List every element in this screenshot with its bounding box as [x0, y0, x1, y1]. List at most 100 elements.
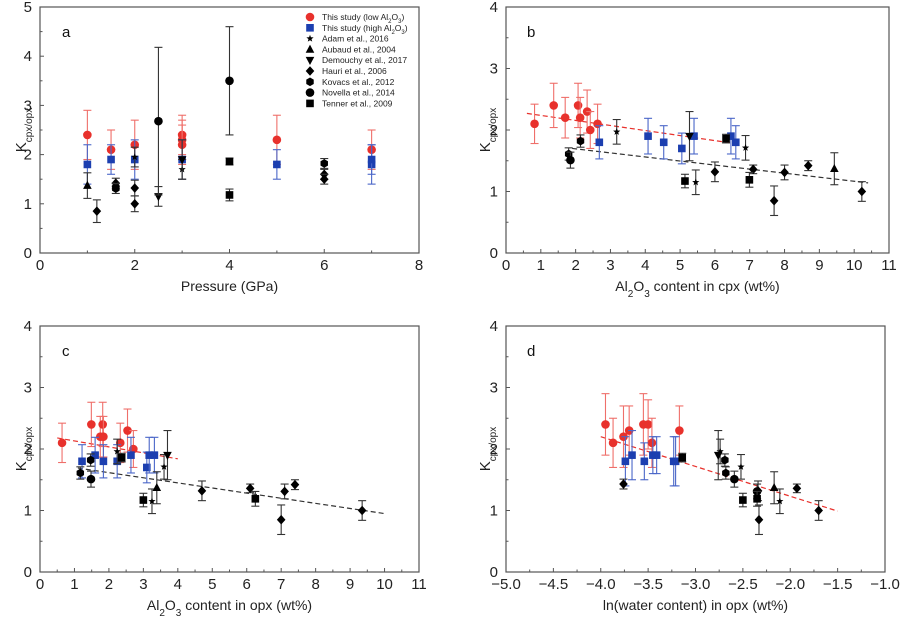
series-tenner-et-al-2009: [117, 452, 260, 508]
data-point: [601, 420, 610, 429]
legend-entry: Tenner et al., 2009: [322, 98, 393, 108]
trendline: [57, 437, 178, 460]
y-tick-label: 4: [24, 318, 32, 335]
data-point: [290, 479, 300, 490]
y-tick-label: 1: [490, 184, 498, 201]
series-novella-et-al-2014: [86, 470, 96, 488]
series-demouchy-et-al-2017: [713, 429, 723, 481]
data-point: [272, 135, 282, 145]
data-point: [560, 113, 570, 122]
x-tick-label: 3: [606, 257, 614, 274]
data-point: [530, 119, 539, 129]
legend-entry: This study (low Al2O3): [322, 12, 404, 25]
y-tick-label: 1: [490, 503, 498, 520]
legend-marker: [305, 88, 315, 97]
series-hauri-et-al-2006: [710, 160, 867, 217]
x-axis-label-part: 3: [644, 289, 650, 300]
x-tick-label: 11: [411, 576, 427, 593]
x-axis-label: Al2O3 content in opx (wt%): [147, 597, 312, 618]
data-point: [225, 191, 234, 199]
legend-text-part: O: [395, 23, 402, 33]
x-tick-label: 10: [846, 257, 863, 274]
x-tick-label: 2: [571, 257, 579, 274]
x-tick-label: 6: [320, 257, 328, 274]
data-point: [619, 479, 628, 489]
series-demouchy-et-al-2017: [685, 111, 694, 162]
legend-marker: [306, 34, 314, 42]
data-point: [792, 483, 802, 494]
data-point: [721, 455, 729, 465]
data-point: [575, 113, 585, 122]
y-tick-label: 2: [24, 441, 32, 458]
x-axis-label: Pressure (GPa): [181, 278, 278, 294]
series-demouchy-et-al-2017: [163, 429, 172, 481]
data-point: [280, 486, 289, 497]
data-point: [245, 483, 255, 494]
legend-marker: [305, 12, 315, 22]
data-point: [225, 76, 234, 86]
x-tick-label: −1.5: [823, 576, 853, 593]
y-tick-label: 4: [24, 48, 32, 65]
data-point: [107, 155, 115, 164]
data-point: [86, 474, 96, 484]
x-tick-label: 7: [746, 257, 754, 274]
series-hauri-et-al-2006: [92, 168, 329, 224]
data-point: [99, 432, 108, 442]
series-tenner-et-al-2009: [225, 157, 234, 202]
series-this-study-high-al2o3-: [595, 117, 740, 165]
legend-text-part: This study (high Al: [322, 23, 392, 33]
data-point: [745, 176, 754, 184]
data-point: [692, 178, 700, 186]
data-point: [99, 457, 108, 466]
y-tick-label: 3: [490, 61, 498, 78]
legend-marker: [305, 44, 315, 53]
data-point: [647, 438, 657, 448]
legend-text-part: ): [401, 12, 404, 22]
data-point: [549, 101, 559, 110]
data-point: [769, 482, 779, 492]
data-point: [678, 144, 686, 153]
data-point: [78, 457, 86, 466]
x-axis-label-part: content in cpx (wt%): [650, 278, 780, 294]
y-axis-label-sub: cpx/opx: [488, 427, 499, 461]
y-tick-label: 3: [24, 380, 32, 397]
y-axis-label-sub: cpx/opx: [24, 108, 35, 142]
y-tick-label: 2: [24, 147, 32, 164]
data-point: [319, 174, 329, 184]
x-axis-label-part: 2: [628, 289, 634, 300]
x-axis-label-part: 3: [176, 608, 182, 618]
x-tick-label: 9: [346, 576, 354, 593]
series-this-study-high-al2o3-: [621, 429, 680, 487]
series-adam-et-al-2016: [113, 438, 169, 515]
data-point: [154, 116, 163, 126]
legend-text-sub: 3: [398, 19, 402, 25]
data-point: [87, 420, 96, 429]
data-point: [681, 177, 689, 185]
x-tick-label: −3.0: [681, 576, 711, 593]
series-kovacs-et-al-2012: [564, 134, 585, 161]
x-tick-label: 4: [641, 257, 649, 274]
data-point: [92, 206, 102, 216]
data-point: [608, 438, 618, 448]
data-point: [143, 463, 151, 472]
data-point: [803, 160, 813, 171]
series-tenner-et-al-2009: [678, 452, 762, 508]
legend-text-sub: 2: [388, 19, 392, 25]
legend-entry: Novella et al., 2014: [322, 88, 395, 98]
y-tick-label: 0: [24, 564, 32, 581]
data-point: [739, 496, 747, 504]
panel-letter: c: [62, 343, 70, 360]
x-tick-label: 4: [225, 257, 233, 274]
legend-text-part: ): [405, 23, 408, 33]
series-adam-et-al-2016: [716, 438, 784, 515]
data-point: [830, 163, 839, 173]
series-this-study-low-al2o3-: [601, 393, 684, 469]
data-point: [131, 153, 139, 161]
x-axis-label: ln(water content) in opx (wt%): [603, 597, 788, 613]
x-axis-label-part: Al: [147, 597, 159, 613]
x-tick-label: 8: [311, 576, 319, 593]
data-point: [814, 505, 823, 516]
x-tick-label: 2: [131, 257, 139, 274]
x-tick-label: 11: [881, 257, 897, 274]
